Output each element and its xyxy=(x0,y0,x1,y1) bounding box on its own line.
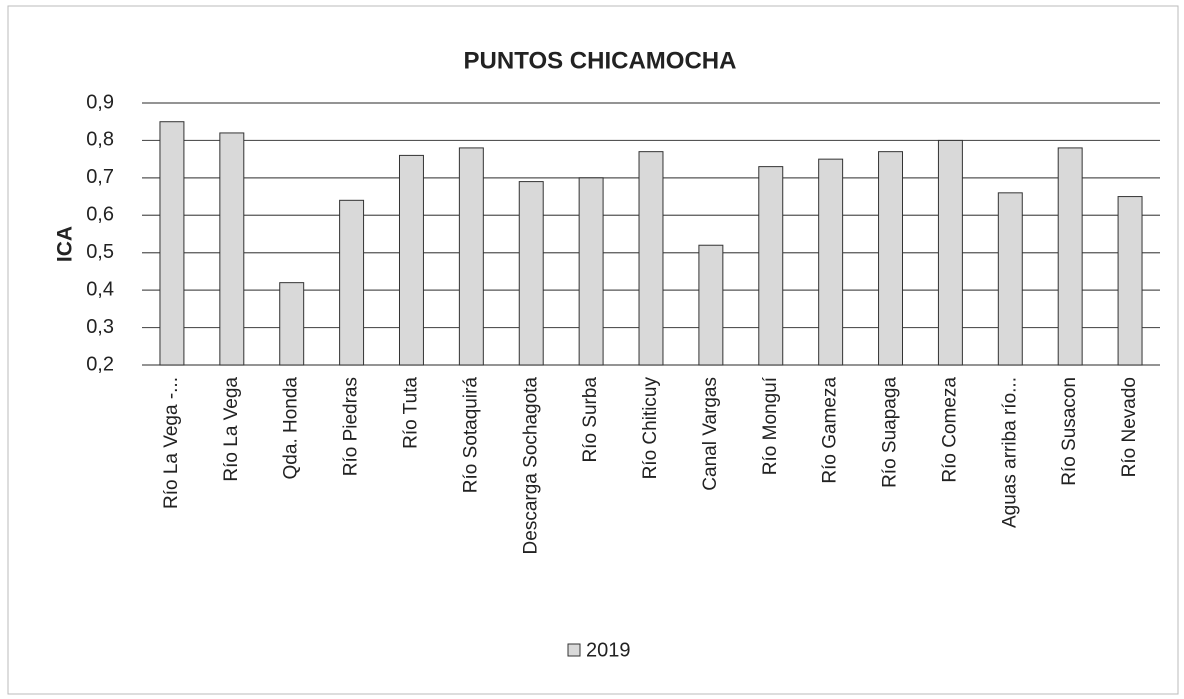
x-tick-label: Río La Vega -... xyxy=(161,377,182,509)
bar xyxy=(279,282,305,366)
y-tick-label: 0,5 xyxy=(86,241,114,263)
y-tick-label: 0,2 xyxy=(86,353,114,375)
bar xyxy=(758,166,784,366)
bar xyxy=(458,147,484,366)
bar xyxy=(578,177,604,366)
x-tick-label: Río Nevado xyxy=(1119,377,1140,477)
bar xyxy=(219,132,245,366)
bar xyxy=(937,139,963,366)
y-tick-label: 0,6 xyxy=(86,204,114,226)
bar xyxy=(638,151,664,366)
chart-title: PUNTOS CHICAMOCHA xyxy=(464,47,737,74)
legend-label: 2019 xyxy=(586,639,631,661)
x-tick-label: Descarga Sochagota xyxy=(520,377,541,555)
x-tick-label: Río Gameza xyxy=(820,377,841,484)
x-tick-label: Río Susacon xyxy=(1059,377,1080,486)
x-tick-label: Río Piedras xyxy=(341,377,362,476)
bar xyxy=(818,158,844,366)
x-tick-label: Río Comeza xyxy=(939,377,960,483)
x-tick-label: Río Suapaga xyxy=(880,377,901,488)
bar xyxy=(159,121,185,366)
bar xyxy=(997,192,1023,366)
x-tick-label: Río Sotaquirá xyxy=(460,377,481,494)
y-tick-label: 0,7 xyxy=(86,166,114,188)
y-tick-label: 0,3 xyxy=(86,316,114,338)
bar xyxy=(1117,196,1143,366)
x-tick-label: Río Surba xyxy=(580,377,601,463)
x-tick-label: Río Monguí xyxy=(760,376,781,475)
y-tick-label: 0,9 xyxy=(86,91,114,113)
bar xyxy=(698,244,724,366)
y-tick-label: 0,4 xyxy=(86,278,114,300)
x-tick-label: Aguas arriba río... xyxy=(999,377,1020,528)
bar xyxy=(518,181,544,366)
x-tick-label: Río Chiticuy xyxy=(640,377,661,480)
bar xyxy=(878,151,904,366)
legend-swatch xyxy=(567,643,581,657)
x-tick-label: Canal Vargas xyxy=(700,377,721,491)
x-tick-label: Río Tuta xyxy=(400,377,421,449)
x-tick-label: Qda. Honda xyxy=(281,377,302,480)
y-tick-label: 0,8 xyxy=(86,129,114,151)
bar xyxy=(398,154,424,366)
x-tick-label: Río La Vega xyxy=(221,377,242,482)
bar xyxy=(1057,147,1083,366)
y-axis-label: ICA xyxy=(54,226,77,262)
chart-border xyxy=(7,5,1179,695)
bar xyxy=(339,199,365,366)
